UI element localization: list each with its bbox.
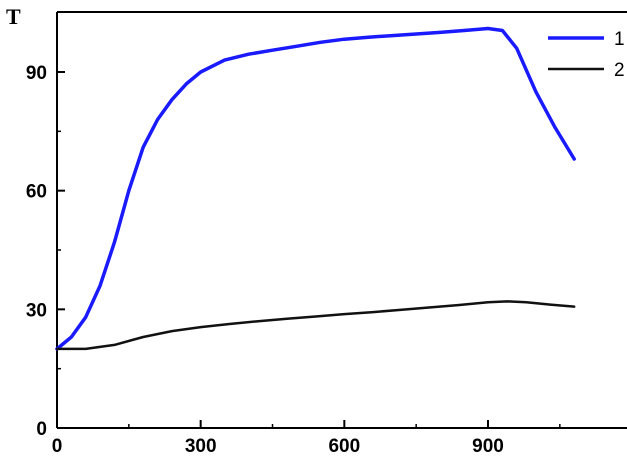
x-tick-label: 600 <box>328 436 360 457</box>
y-axis-title: T <box>6 4 21 29</box>
legend-label-1: 1 <box>614 29 625 50</box>
tick-layer: 030060090010306090 <box>26 63 627 457</box>
series-line-2 <box>55 300 576 351</box>
legend: 12 <box>548 29 625 81</box>
x-tick-label: 300 <box>185 436 217 457</box>
y-tick-label: 30 <box>26 300 47 321</box>
plot-frame <box>56 11 627 429</box>
series-line-1 <box>55 26 576 351</box>
x-tick-label: 0 <box>52 436 63 457</box>
legend-label-2: 2 <box>614 60 625 81</box>
y-tick-label: 0 <box>36 419 47 440</box>
x-tick-label: 900 <box>472 436 504 457</box>
y-tick-label: 60 <box>26 182 47 203</box>
y-tick-label: 90 <box>26 63 47 84</box>
series-layer <box>55 26 576 351</box>
